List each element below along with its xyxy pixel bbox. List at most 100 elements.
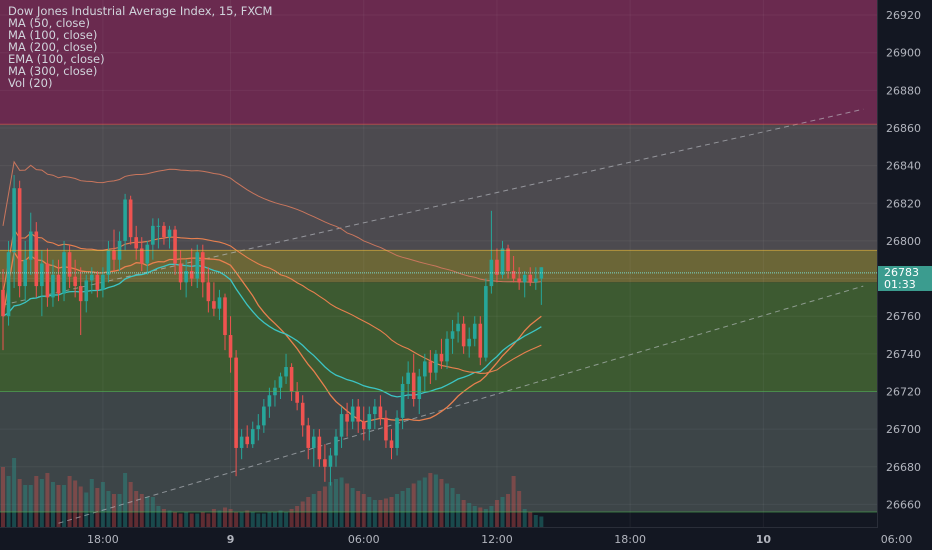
candle-body xyxy=(489,259,494,287)
candle-body xyxy=(389,440,394,448)
candle xyxy=(228,316,233,373)
candle-body xyxy=(239,436,244,448)
candle xyxy=(478,316,483,366)
volume-bar xyxy=(128,482,133,527)
volume-bar xyxy=(189,513,194,527)
candle xyxy=(289,363,294,401)
candle-body xyxy=(267,395,272,407)
candle-body xyxy=(56,274,61,294)
candle-body xyxy=(395,417,399,448)
candle xyxy=(445,331,449,369)
candle xyxy=(23,240,27,302)
candle xyxy=(189,248,194,287)
volume-bar xyxy=(89,479,94,527)
volume-bar xyxy=(433,474,438,527)
candle-body xyxy=(206,282,211,302)
volume-bar xyxy=(184,512,189,527)
legend-ma-50[interactable]: MA (50, close) xyxy=(8,16,90,30)
ma-300-line xyxy=(2,160,542,283)
volume-bar xyxy=(478,507,483,527)
legend-ema-100[interactable]: EMA (100, close) xyxy=(8,52,105,66)
candle-body xyxy=(423,361,427,377)
candle xyxy=(511,255,516,283)
candle xyxy=(162,222,166,245)
candle xyxy=(356,399,360,433)
volume-bar xyxy=(445,483,449,527)
legend-vol-20[interactable]: Vol (20) xyxy=(8,76,53,90)
candle xyxy=(367,406,372,441)
candle-body xyxy=(217,297,222,309)
candle xyxy=(450,319,455,354)
candle xyxy=(389,429,394,460)
candle-body xyxy=(411,372,416,400)
candle xyxy=(373,399,377,430)
candle-body xyxy=(245,436,249,445)
candle-body xyxy=(17,188,22,287)
candle-body xyxy=(262,406,266,426)
volume-bar xyxy=(239,512,244,527)
candle-body xyxy=(378,406,383,418)
candle-body xyxy=(101,274,105,290)
candle xyxy=(350,399,355,430)
volume-bar xyxy=(345,483,350,527)
candle-body xyxy=(250,429,255,445)
candle-body xyxy=(23,259,27,287)
volume-bar xyxy=(117,494,122,527)
ma-100-line xyxy=(2,228,542,374)
candle xyxy=(489,210,494,294)
candle-body xyxy=(445,338,449,362)
volume-bar xyxy=(511,476,516,527)
time-axis-background xyxy=(0,527,878,550)
volume-bar xyxy=(100,482,105,527)
candle-body xyxy=(78,286,83,302)
candle xyxy=(423,353,427,392)
candle xyxy=(323,444,327,482)
candle xyxy=(34,222,39,298)
legend-ma-200[interactable]: MA (200, close) xyxy=(8,40,98,54)
volume-bar xyxy=(139,494,144,527)
volume-bar xyxy=(95,488,100,527)
candle xyxy=(378,395,383,426)
price-zone-1 xyxy=(0,124,878,251)
candle-body xyxy=(1,289,5,317)
candle-body xyxy=(467,338,471,347)
volume-bar xyxy=(206,513,211,527)
candle xyxy=(267,387,272,418)
horizontal-lines xyxy=(0,123,878,513)
candle xyxy=(500,240,505,279)
candle-body xyxy=(350,406,355,422)
candle xyxy=(51,259,55,307)
price-zone-3 xyxy=(0,282,878,392)
volume-bar xyxy=(6,476,11,527)
candle-body xyxy=(539,267,544,279)
volume-bar xyxy=(522,509,527,527)
price-tick-label: 26700 xyxy=(886,423,921,436)
candle xyxy=(534,267,538,290)
volume-bar xyxy=(50,482,55,527)
candle xyxy=(106,240,111,283)
volume-bar xyxy=(489,506,494,527)
candle-body xyxy=(534,278,538,283)
volume-bar xyxy=(106,491,111,527)
candle xyxy=(145,240,150,275)
candle xyxy=(456,312,460,343)
legend-ma-100[interactable]: MA (100, close) xyxy=(8,28,98,42)
time-tick-label: 06:00 xyxy=(348,533,380,546)
legend-title[interactable]: Dow Jones Industrial Average Index, 15, … xyxy=(8,4,273,18)
candle-body xyxy=(67,252,72,277)
chart-legend: Dow Jones Industrial Average Index, 15, … xyxy=(8,5,272,89)
candle-body xyxy=(506,248,510,272)
candle xyxy=(167,225,172,249)
candle xyxy=(84,274,89,313)
volume-bar xyxy=(533,515,538,527)
moving-averages xyxy=(2,160,542,423)
volume-bar xyxy=(383,498,388,527)
volume-bar xyxy=(539,516,544,527)
candle-body xyxy=(134,237,138,249)
candle xyxy=(134,225,138,260)
candle xyxy=(328,447,333,486)
candle xyxy=(90,267,94,294)
volume-bar xyxy=(483,509,488,527)
legend-ma-300[interactable]: MA (300, close) xyxy=(8,64,98,78)
